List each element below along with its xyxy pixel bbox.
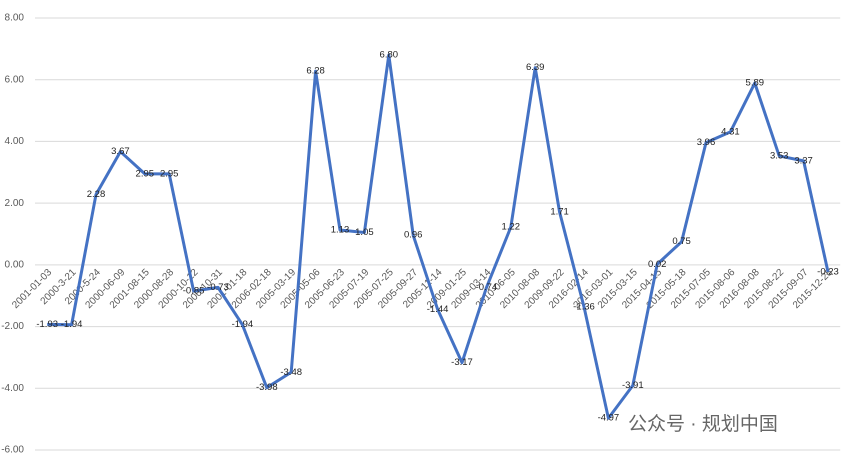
watermark: 公众号 · 规划中国 <box>628 413 778 435</box>
data-label: 2.95 <box>160 168 179 179</box>
data-label: -3.17 <box>451 357 473 368</box>
data-label: 4.31 <box>721 126 740 137</box>
y-tick-label: -2.00 <box>1 321 24 332</box>
series-line <box>47 53 830 420</box>
data-label: -1.36 <box>573 301 595 312</box>
data-label: -3.48 <box>280 367 302 378</box>
data-label: 0.02 <box>648 259 667 270</box>
data-label: -1.94 <box>232 319 254 330</box>
data-label: -0.85 <box>183 286 205 297</box>
data-label: -0.23 <box>817 266 839 277</box>
data-label: 3.37 <box>794 155 813 166</box>
data-label: -3.91 <box>622 380 644 391</box>
data-label: 3.53 <box>770 150 789 161</box>
y-tick-label: 0.00 <box>5 259 25 270</box>
data-label: 5.89 <box>746 78 765 89</box>
data-label: 3.67 <box>111 146 130 157</box>
data-label: -1.94 <box>61 319 83 330</box>
data-label: 1.13 <box>331 225 350 236</box>
data-label: -0.73 <box>207 282 229 293</box>
data-label: -0.74 <box>476 282 498 293</box>
data-label: 2.95 <box>136 168 155 179</box>
y-tick-label: 4.00 <box>5 136 25 147</box>
y-tick-label: -4.00 <box>1 383 24 394</box>
data-label: -1.93 <box>36 319 58 330</box>
data-label: -1.44 <box>427 304 449 315</box>
data-label: 0.75 <box>672 236 691 247</box>
data-label: 6.28 <box>306 66 325 77</box>
data-label: 6.80 <box>380 50 399 61</box>
data-label: 1.05 <box>355 227 374 238</box>
y-tick-label: 8.00 <box>5 13 25 24</box>
data-label: 1.71 <box>550 207 569 218</box>
y-tick-label: -6.00 <box>1 445 24 456</box>
data-label: 6.39 <box>526 62 545 73</box>
data-label: -3.98 <box>256 382 278 393</box>
y-tick-label: 6.00 <box>5 74 25 85</box>
y-tick-label: 2.00 <box>5 198 25 209</box>
data-label: 3.96 <box>697 137 716 148</box>
data-label: 2.28 <box>87 189 106 200</box>
data-label: 1.22 <box>502 222 521 233</box>
data-label: 0.96 <box>404 230 423 241</box>
data-label: -4.97 <box>598 413 620 424</box>
